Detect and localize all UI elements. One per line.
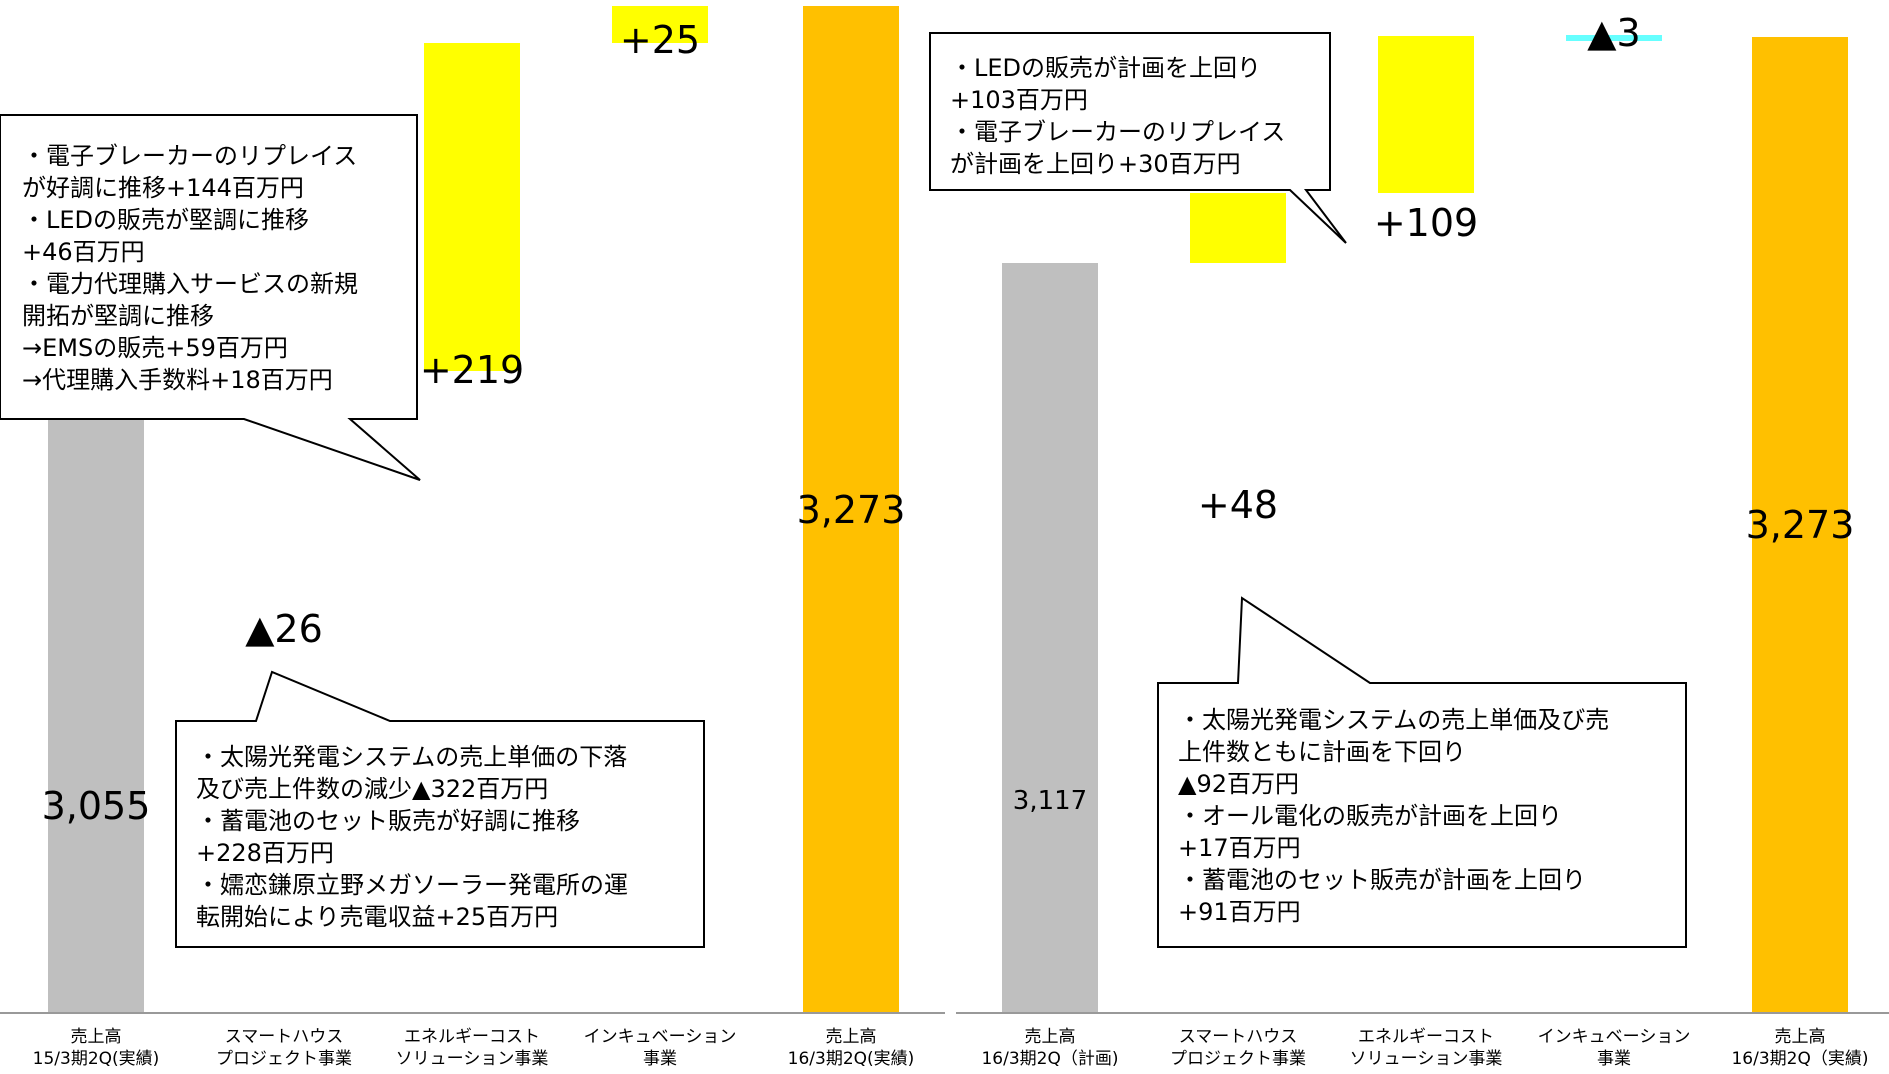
callout-line: ▲92百万円 [1178,770,1299,798]
category-label-line: 売上高 [1774,1027,1826,1047]
callout-line: ・蓄電池のセット販売が計画を上回り [1178,866,1586,894]
bar-2-2 [1190,193,1286,263]
callout-box [0,114,421,481]
callout-box [1157,596,1687,948]
callout-line: +46百万円 [22,238,145,266]
category-label: インキュベーション 事業 [1512,1026,1716,1070]
bar-1-3 [424,43,520,371]
callout-line: ・電力代理購入サービスの新規 [22,270,358,298]
category-label: エネルギーコスト ソリューション事業 [1324,1026,1528,1070]
category-label-line: 売上高 [1024,1027,1076,1047]
data-label: 3,273 [1745,503,1855,547]
bar-1-1 [48,331,144,1012]
category-label-line: 16/3期2Q（実績) [1731,1049,1869,1069]
callout-line: ・オール電化の販売が計画を上回り [1178,802,1562,830]
bar-2-3 [1378,35,1474,194]
category-label: 売上高 16/3期2Q(実績) [749,1026,953,1070]
category-label-line: ソリューション事業 [1349,1049,1503,1069]
callout-line: +103百万円 [950,86,1088,114]
callout-line: 開拓が堅調に推移 [22,302,214,330]
data-label: ▲26 [245,607,323,651]
category-label: エネルギーコスト ソリューション事業 [370,1026,574,1070]
category-label-line: 15/3期2Q(実績) [32,1049,160,1069]
callout-line: が計画を上回り+30百万円 [950,150,1241,178]
category-label-line: プロジェクト事業 [1170,1049,1306,1069]
category-label-line: ソリューション事業 [395,1049,549,1069]
callout-text: ・太陽光発電システムの売上単価の下落 及び売上件数の減少▲322百万円・蓄電池のセ… [196,741,628,933]
data-label: ▲3 [1587,11,1641,55]
callout-line: +91百万円 [1178,898,1301,926]
data-label: +109 [1373,201,1479,245]
callout-text: ・LEDの販売が計画を上回り +103百万円・電子ブレーカーのリプレイス が計画を上… [950,52,1285,180]
x-axis-line [0,1012,945,1014]
callout-line: 転開始により売電収益+25百万円 [196,903,559,931]
category-label-line: 事業 [1597,1049,1631,1069]
category-label: 売上高 16/3期2Q（実績) [1698,1026,1889,1070]
bar-2-1 [1002,263,1098,1012]
callout-text: ・電子ブレーカーのリプレイス が好調に推移+144百万円 ・LEDの販売が堅調に推移… [22,140,358,396]
callout-box [175,670,705,948]
callout-line: 上件数ともに計画を下回り [1178,738,1466,766]
category-label-line: インキュベーション [583,1027,737,1047]
category-label: 売上高 16/3期2Q（計画) [948,1026,1152,1070]
x-axis-line [956,1012,1889,1014]
data-label: 3,273 [796,488,906,532]
category-label-line: 事業 [643,1049,677,1069]
callout-line: →代理購入手数料+18百万円 [22,366,333,394]
category-label-line: 売上高 [825,1027,877,1047]
data-label: +25 [619,18,701,62]
category-label: スマートハウス プロジェクト事業 [182,1026,386,1070]
callout-text: ・太陽光発電システムの売上単価及び売 上件数ともに計画を下回り ▲92百万円・オール… [1178,704,1609,928]
callout-line: ・嬬恋鎌原立野メガソーラー発電所の運 [196,871,628,899]
data-label: 3,055 [41,784,151,828]
callout-line: ・太陽光発電システムの売上単価及び売 [1178,706,1610,734]
category-label-line: 16/3期2Q（計画) [981,1049,1119,1069]
category-label-line: エネルギーコスト [1358,1027,1494,1047]
bar-1-5 [803,6,899,1012]
bar-1-4 [612,6,708,44]
callout-line: ・電子ブレーカーのリプレイス [22,142,358,170]
category-label-line: プロジェクト事業 [216,1049,352,1069]
callout-line: →EMSの販売+59百万円 [22,334,288,362]
category-label: 売上高 15/3期2Q(実績) [0,1026,198,1070]
category-label-line: スマートハウス [224,1027,344,1047]
callout-line: が好調に推移+144百万円 [22,174,304,202]
category-label-line: エネルギーコスト [404,1027,540,1047]
callout-line: ・LEDの販売が堅調に推移 [22,206,310,234]
callout-box [929,32,1347,244]
category-label-line: インキュベーション [1537,1027,1691,1047]
category-label-line: スマートハウス [1178,1027,1298,1047]
category-label-line: 16/3期2Q(実績) [787,1049,915,1069]
category-label: インキュベーション 事業 [558,1026,762,1070]
callout-line: 及び売上件数の減少▲322百万円 [196,775,549,803]
category-label: スマートハウス プロジェクト事業 [1136,1026,1340,1070]
callout-line: +228百万円 [196,839,334,867]
bar-2-4 [1566,34,1662,41]
category-label-line: 売上高 [70,1027,122,1047]
callout-line: +17百万円 [1178,834,1301,862]
callout-line: ・電子ブレーカーのリプレイス [950,118,1286,146]
callout-line: ・蓄電池のセット販売が好調に推移 [196,807,580,835]
callout-line: ・LEDの販売が計画を上回り [950,54,1262,82]
data-label: +48 [1197,483,1279,527]
callout-line: ・太陽光発電システムの売上単価の下落 [196,743,628,771]
data-label: +219 [419,348,525,392]
data-label: 3,117 [1012,786,1088,816]
bar-2-5 [1752,37,1848,1012]
